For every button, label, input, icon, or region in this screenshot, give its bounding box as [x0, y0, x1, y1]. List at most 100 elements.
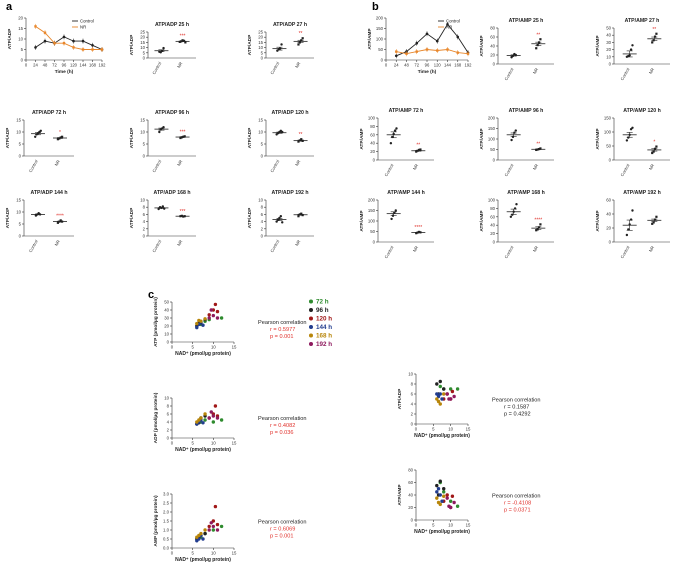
- panel-label-b: b: [372, 1, 379, 13]
- data-point: [197, 418, 201, 422]
- y-tick-label: 5: [19, 222, 22, 227]
- data-point: [209, 410, 213, 414]
- data-point: [195, 321, 199, 326]
- data-point: [448, 387, 453, 391]
- data-point: [653, 218, 657, 221]
- x-tick-label: 96: [62, 63, 67, 68]
- x-axis-label: NAD⁺ (pmol/µg protein): [175, 447, 231, 453]
- chart-title: ATP/ADP 168 h: [154, 190, 191, 196]
- data-point: [279, 215, 283, 218]
- x-tick-label: NR: [294, 239, 301, 247]
- y-tick-label: 20: [258, 35, 263, 40]
- y-tick-label: 2: [167, 428, 170, 433]
- pearson-title: Pearson correlation: [258, 320, 307, 326]
- y-tick-label: 0: [373, 240, 376, 245]
- y-tick-label: 20: [490, 231, 495, 236]
- data-point: [162, 126, 165, 129]
- y-tick-label: 8: [167, 404, 170, 409]
- y-tick-label: 10: [258, 45, 263, 50]
- data-point: [445, 392, 449, 396]
- legend-c-marker: [309, 308, 313, 312]
- x-tick-label: 0: [171, 345, 174, 350]
- y-tick-label: 30: [164, 316, 169, 321]
- data-point: [181, 39, 184, 42]
- y-tick-label: 0: [381, 58, 384, 63]
- x-tick-label: NR: [532, 67, 539, 75]
- y-tick-label: 100: [604, 130, 612, 135]
- y-axis-label: ADP (pmol/µg protein): [153, 392, 159, 443]
- data-point: [297, 215, 300, 218]
- y-tick-label: 2: [143, 226, 146, 231]
- x-axis-label: NAD⁺ (pmol/µg protein): [414, 529, 470, 535]
- data-point: [652, 221, 655, 224]
- data-point: [207, 316, 211, 320]
- y-tick-label: 0: [411, 422, 414, 427]
- x-tick-label: 144: [80, 63, 88, 68]
- y-tick-label: 0: [261, 56, 264, 61]
- data-point: [655, 32, 658, 35]
- y-tick-label: 40: [408, 493, 413, 498]
- data-point: [442, 490, 446, 494]
- chart-a-72: ATP/ADP 72 h 0 5 10 15 ATP/ADP Control NR *: [5, 110, 74, 173]
- data-point: [158, 130, 161, 134]
- y-tick-label: 0: [19, 154, 22, 159]
- x-tick-label: Control: [151, 159, 162, 173]
- significance-label: *: [653, 140, 655, 146]
- y-tick-label: 80: [490, 26, 495, 31]
- legend-c-marker: [309, 325, 313, 329]
- data-point: [438, 384, 442, 389]
- chart-title: ATP/AMP 168 h: [507, 190, 545, 196]
- y-tick-label: 0: [609, 158, 612, 163]
- data-point: [436, 399, 441, 404]
- data-point: [59, 219, 62, 222]
- data-point: [442, 392, 446, 396]
- data-point: [415, 150, 418, 153]
- data-point: [183, 135, 186, 138]
- y-axis-label: ATP/ADP: [247, 34, 253, 55]
- data-point: [215, 416, 220, 420]
- pearson-title: Pearson correlation: [492, 398, 541, 404]
- chart-title: ATP/ADP 96 h: [155, 110, 189, 116]
- x-tick-label: NR: [176, 61, 183, 69]
- y-tick-label: 100: [488, 137, 496, 142]
- x-axis-label: Time (h): [418, 69, 437, 75]
- x-tick-label: NR: [412, 163, 419, 171]
- y-tick-label: 10: [18, 37, 23, 42]
- x-tick-label: NR: [294, 159, 301, 167]
- y-tick-label: 50: [490, 147, 495, 152]
- y-tick-label: 5: [21, 47, 24, 52]
- significance-label: ***: [180, 33, 186, 39]
- chart-title: ATP/AMP 144 h: [387, 190, 425, 196]
- data-point: [417, 230, 421, 234]
- data-point: [219, 524, 224, 529]
- x-tick-label: Control: [383, 245, 394, 259]
- y-tick-label: 10: [606, 54, 611, 59]
- y-tick-label: 30: [606, 40, 611, 45]
- legend-c-label: 120 h: [316, 316, 332, 323]
- x-axis-label: NAD⁺ (pmol/µg protein): [175, 351, 231, 357]
- data-point: [215, 309, 220, 314]
- data-point: [438, 479, 442, 483]
- data-point: [440, 397, 444, 401]
- data-point: [515, 203, 518, 206]
- x-tick-label: Control: [619, 245, 630, 259]
- x-tick-label: 10: [211, 441, 216, 446]
- y-tick-label: 3.0: [163, 492, 170, 497]
- data-point: [435, 392, 439, 396]
- x-tick-label: NR: [648, 67, 655, 75]
- data-point: [435, 496, 439, 500]
- y-tick-label: 25: [258, 30, 263, 35]
- significance-label: ****: [56, 213, 64, 219]
- y-axis-label: ATP/ADP: [5, 127, 11, 148]
- data-point: [34, 135, 37, 138]
- y-tick-label: 0: [373, 158, 376, 163]
- legend-c-marker: [309, 333, 313, 338]
- y-tick-label: 4: [411, 402, 414, 407]
- series-line-nr: [35, 26, 102, 50]
- y-axis-label: ATP/ADP: [247, 207, 253, 228]
- y-tick-label: 25: [140, 30, 145, 35]
- y-tick-label: 20: [164, 324, 169, 329]
- x-tick-label: 192: [465, 63, 473, 68]
- data-point: [415, 232, 418, 235]
